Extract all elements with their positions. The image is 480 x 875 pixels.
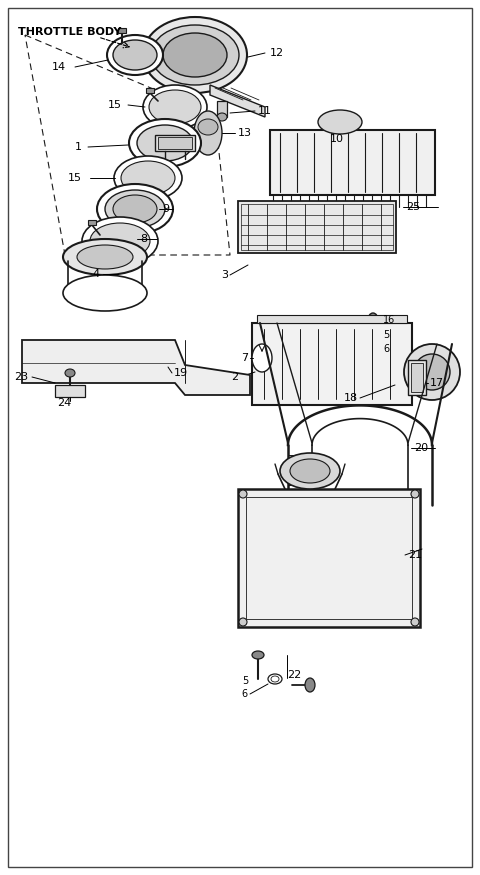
Bar bbox=[411, 363, 423, 392]
Text: 14: 14 bbox=[52, 62, 66, 72]
Bar bbox=[270, 130, 435, 195]
Ellipse shape bbox=[107, 35, 163, 75]
Ellipse shape bbox=[63, 239, 147, 275]
Ellipse shape bbox=[252, 344, 272, 372]
Text: 19: 19 bbox=[174, 368, 188, 378]
Text: 25: 25 bbox=[406, 202, 420, 212]
Ellipse shape bbox=[77, 245, 133, 269]
Text: 7: 7 bbox=[241, 353, 248, 363]
Text: 1: 1 bbox=[75, 142, 82, 152]
Ellipse shape bbox=[137, 125, 193, 161]
Bar bbox=[238, 489, 420, 627]
Bar bbox=[88, 220, 96, 225]
Text: 12: 12 bbox=[270, 48, 284, 58]
Ellipse shape bbox=[366, 331, 380, 339]
Bar bbox=[238, 201, 396, 253]
Bar bbox=[241, 204, 393, 250]
Ellipse shape bbox=[305, 678, 315, 692]
Ellipse shape bbox=[82, 217, 158, 265]
Ellipse shape bbox=[252, 651, 264, 659]
Ellipse shape bbox=[121, 161, 175, 195]
Text: 3: 3 bbox=[221, 270, 228, 280]
Bar bbox=[146, 88, 154, 93]
Text: 6: 6 bbox=[383, 344, 389, 354]
Text: 15: 15 bbox=[68, 173, 82, 183]
Text: 13: 13 bbox=[238, 128, 252, 138]
Bar bbox=[55, 385, 85, 397]
Text: 15: 15 bbox=[108, 100, 122, 110]
Text: THROTTLE BODY: THROTTLE BODY bbox=[18, 27, 121, 37]
Text: 9: 9 bbox=[162, 204, 169, 214]
Ellipse shape bbox=[290, 459, 330, 483]
Bar bbox=[369, 333, 377, 337]
Text: 16: 16 bbox=[383, 315, 395, 325]
Ellipse shape bbox=[143, 85, 207, 129]
Ellipse shape bbox=[414, 354, 450, 390]
Ellipse shape bbox=[113, 195, 157, 223]
Ellipse shape bbox=[239, 618, 247, 626]
Bar bbox=[257, 315, 407, 323]
Ellipse shape bbox=[198, 119, 218, 135]
Text: 10: 10 bbox=[330, 134, 344, 144]
Text: 17: 17 bbox=[430, 378, 444, 388]
Text: 24: 24 bbox=[57, 398, 71, 408]
Text: 8: 8 bbox=[140, 234, 147, 244]
Ellipse shape bbox=[129, 119, 201, 167]
Ellipse shape bbox=[105, 190, 165, 228]
Text: 22: 22 bbox=[287, 670, 301, 680]
Text: 4: 4 bbox=[93, 269, 100, 279]
Ellipse shape bbox=[90, 223, 150, 259]
Ellipse shape bbox=[318, 110, 362, 134]
Bar bbox=[118, 28, 126, 33]
Ellipse shape bbox=[239, 490, 247, 498]
Text: 23: 23 bbox=[14, 372, 28, 382]
Text: 11: 11 bbox=[258, 106, 272, 116]
Ellipse shape bbox=[163, 33, 227, 77]
Ellipse shape bbox=[65, 369, 75, 377]
Ellipse shape bbox=[151, 25, 239, 85]
Ellipse shape bbox=[366, 345, 380, 353]
Bar bbox=[217, 101, 227, 117]
Ellipse shape bbox=[368, 313, 378, 327]
Ellipse shape bbox=[63, 275, 147, 311]
Bar bbox=[252, 323, 412, 405]
Ellipse shape bbox=[268, 674, 282, 684]
Polygon shape bbox=[315, 139, 368, 155]
Ellipse shape bbox=[411, 490, 419, 498]
Ellipse shape bbox=[271, 676, 279, 682]
Ellipse shape bbox=[370, 333, 376, 337]
Ellipse shape bbox=[280, 453, 340, 489]
Text: 18: 18 bbox=[344, 393, 358, 403]
Ellipse shape bbox=[97, 184, 173, 234]
Text: 5: 5 bbox=[242, 676, 248, 686]
Ellipse shape bbox=[404, 344, 460, 400]
Ellipse shape bbox=[143, 17, 247, 93]
Ellipse shape bbox=[411, 618, 419, 626]
Ellipse shape bbox=[194, 111, 222, 155]
Text: 6: 6 bbox=[242, 689, 248, 699]
Ellipse shape bbox=[114, 156, 182, 200]
Ellipse shape bbox=[149, 90, 201, 124]
Polygon shape bbox=[210, 85, 265, 117]
Bar bbox=[408, 360, 426, 395]
Text: 21: 21 bbox=[408, 550, 422, 560]
Polygon shape bbox=[22, 340, 250, 395]
Ellipse shape bbox=[113, 40, 157, 70]
Bar bbox=[246, 497, 412, 619]
Bar bbox=[155, 135, 195, 151]
Text: 2: 2 bbox=[231, 372, 238, 382]
Bar bbox=[158, 137, 192, 149]
Ellipse shape bbox=[217, 113, 227, 121]
Text: 5: 5 bbox=[383, 330, 389, 340]
Text: 20: 20 bbox=[414, 443, 428, 453]
